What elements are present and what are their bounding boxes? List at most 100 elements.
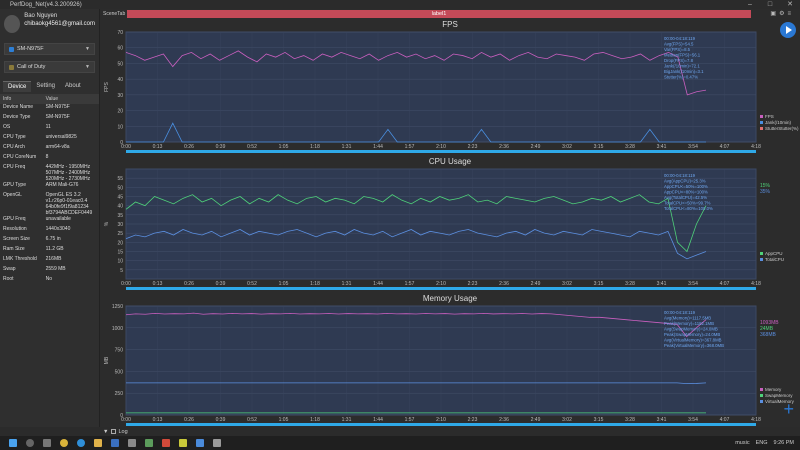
tab-device[interactable]: Device — [3, 81, 32, 92]
x-tick-label: 0:00 — [121, 281, 131, 287]
chart-title: FPS — [442, 20, 458, 29]
folder-icon[interactable]: ▣ — [770, 11, 780, 17]
x-tick-label: 2:36 — [499, 417, 509, 423]
info-key: CPU Type — [3, 134, 26, 140]
chevron-down-icon: ▼ — [85, 64, 90, 70]
legend-value: 35% — [760, 189, 771, 195]
app-select-value: Call of Duty — [17, 64, 46, 70]
y-tick-label: 0 — [120, 140, 123, 146]
play-button[interactable] — [780, 22, 796, 38]
chart-title: Memory Usage — [422, 294, 478, 303]
x-tick-label: 0:52 — [247, 144, 257, 150]
tray-clock[interactable]: 9:26 PM — [773, 440, 794, 446]
y-tick-label: 250 — [115, 391, 124, 397]
info-key: Swap — [3, 266, 16, 272]
edge-icon[interactable] — [77, 439, 85, 447]
menu-icon[interactable]: ≡ — [787, 11, 794, 17]
device-icon — [9, 46, 14, 52]
series-line — [126, 382, 707, 385]
close-button[interactable]: ✕ — [787, 1, 793, 8]
maximize-button[interactable]: □ — [767, 1, 773, 8]
tab-setting[interactable]: Setting — [36, 83, 56, 89]
x-tick-label: 3:02 — [562, 417, 572, 423]
app-icon[interactable] — [162, 439, 170, 447]
y-tick-label: 25 — [117, 231, 123, 237]
memory-chart: 0 250 500 750 1000 1250 MB 0:00 0:13 0:26 0:39 0:52… — [104, 304, 795, 426]
timeline-scrollbar — [126, 423, 756, 426]
info-key: Ram Size — [3, 246, 25, 252]
legend-swatch — [760, 394, 763, 397]
y-tick-label: 10 — [117, 124, 123, 130]
y-tick-label: 50 — [117, 185, 123, 191]
info-value: OpenGL ES 3.2 v1.r26p0-01eac0.4 64b0fe9f… — [45, 192, 93, 216]
start-icon[interactable] — [9, 439, 17, 447]
legend-label: TotalCPU — [765, 257, 784, 262]
chrome-icon[interactable] — [60, 439, 68, 447]
chevron-down-icon: ▼ — [85, 46, 90, 52]
x-tick-label: 3:28 — [625, 417, 635, 423]
settings-icon[interactable]: ⚙ — [779, 11, 788, 17]
legend-swatch — [760, 127, 763, 130]
search-icon[interactable] — [26, 439, 34, 447]
legend-swatch — [760, 115, 763, 118]
label-bar[interactable]: label1 — [127, 10, 751, 18]
tray-lang[interactable]: ENG — [755, 440, 768, 446]
annotation-text: Avg(SwapMemory)=24.0MB — [664, 327, 718, 332]
annotation-text: Avg(TotalCPU)=42.5% — [664, 195, 707, 200]
y-tick-label: 5 — [120, 268, 123, 274]
legend-swatch — [760, 258, 763, 261]
x-tick-label: 3:15 — [594, 281, 604, 287]
x-tick-label: 3:28 — [625, 144, 635, 150]
table-row: Ram Size 11.2 GB — [0, 246, 99, 256]
info-value: 11 — [45, 124, 51, 130]
minimize-button[interactable]: – — [748, 1, 752, 8]
perfdog-icon[interactable] — [196, 439, 204, 447]
x-tick-label: 3:15 — [594, 417, 604, 423]
y-tick-label: 0 — [120, 413, 123, 419]
x-tick-label: 4:18 — [751, 281, 761, 287]
side-tabs: Device Setting About — [0, 81, 99, 92]
x-tick-label: 1:31 — [342, 417, 352, 423]
x-tick-label: 4:18 — [751, 417, 761, 423]
log-checkbox[interactable] — [111, 429, 117, 434]
app-icon[interactable] — [145, 439, 153, 447]
x-tick-label: 4:07 — [720, 281, 730, 287]
info-key: GPU Freq — [3, 216, 26, 222]
device-select[interactable]: SM-N975F ▼ — [4, 43, 95, 55]
annotation-text: BigJank(/10min)=3.1 — [664, 69, 704, 74]
table-row: Screen Size 6.75 in — [0, 236, 99, 246]
app-icon[interactable] — [213, 439, 221, 447]
avatar[interactable] — [4, 15, 21, 33]
y-tick-label: 55 — [117, 176, 123, 182]
x-tick-label: 1:05 — [279, 281, 289, 287]
app-icon[interactable] — [111, 439, 119, 447]
x-tick-label: 1:18 — [310, 144, 320, 150]
scene-tab[interactable]: SceneTab — [103, 11, 126, 17]
y-tick-label: 40 — [117, 77, 123, 83]
expand-icon[interactable]: ▼ — [103, 428, 109, 435]
legend-label: AppCPU — [765, 251, 783, 256]
tray-music[interactable]: music — [735, 440, 750, 446]
table-row: Device Type SM-N975F — [0, 114, 99, 124]
table-row: LMK Threshold 216MB — [0, 256, 99, 266]
info-key: Device Type — [3, 114, 31, 120]
legend-label: VirtualMemory — [765, 399, 795, 404]
add-button[interactable]: + — [783, 399, 794, 419]
user-email: chibaokg4561@gmail.com — [24, 21, 95, 27]
app-icon[interactable] — [128, 439, 136, 447]
tab-about[interactable]: About — [65, 83, 81, 89]
y-axis-label: FPS — [104, 81, 110, 91]
info-value: SM-N975F — [45, 104, 70, 110]
legend-swatch — [760, 121, 763, 124]
x-tick-label: 1:44 — [373, 144, 383, 150]
explorer-icon[interactable] — [94, 439, 102, 447]
info-value: 1440x3040 — [45, 226, 71, 232]
info-value: SM-N975F — [45, 114, 70, 120]
x-tick-label: 1:31 — [342, 281, 352, 287]
taskview-icon[interactable] — [43, 439, 51, 447]
annotation-text: 00:00-04:18:119 — [664, 36, 696, 41]
legend-value: 368MB — [760, 332, 777, 338]
app-select[interactable]: Call of Duty ▼ — [4, 61, 95, 73]
x-tick-label: 2:10 — [436, 281, 446, 287]
app-icon[interactable] — [179, 439, 187, 447]
